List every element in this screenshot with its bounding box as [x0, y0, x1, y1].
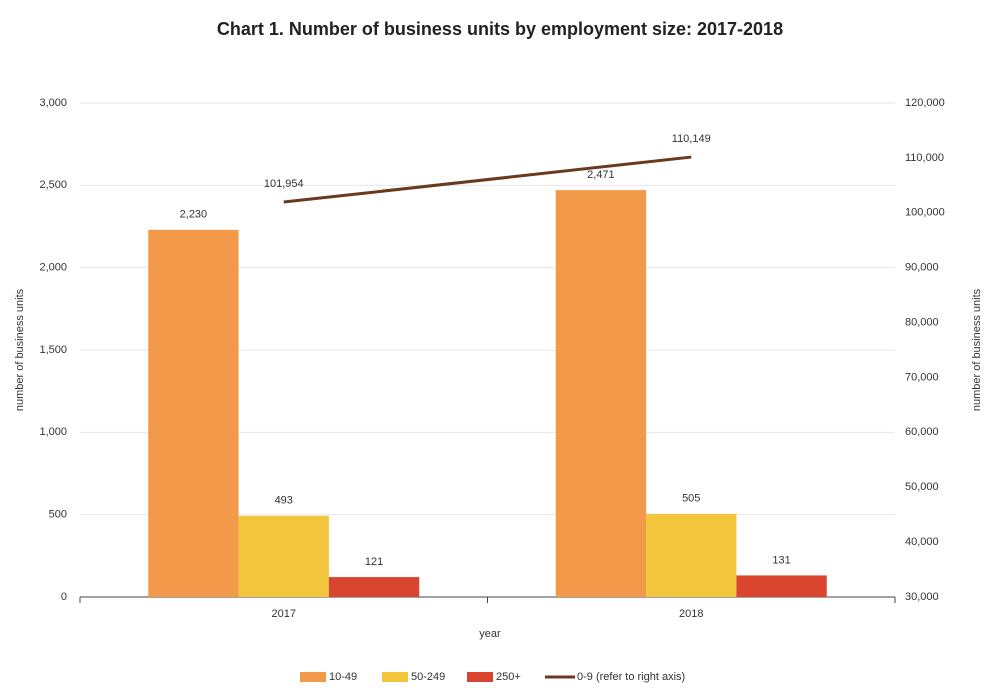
bar	[736, 575, 827, 597]
y-tick-label: 1,500	[39, 344, 67, 356]
chart-title: Chart 1. Number of business units by emp…	[217, 19, 783, 39]
bar	[238, 515, 329, 597]
y2-tick-label: 40,000	[905, 536, 939, 548]
y-tick-label: 2,500	[39, 179, 67, 191]
y2-axis-title: number of business units	[971, 288, 983, 411]
y-tick-label: 1,000	[39, 426, 67, 438]
y-tick-label: 2,000	[39, 262, 67, 274]
y2-tick-label: 60,000	[905, 426, 939, 438]
x-tick-label: 2017	[272, 608, 296, 620]
y2-tick-label: 100,000	[905, 207, 945, 219]
bar	[148, 229, 239, 597]
legend-swatch	[300, 672, 326, 682]
data-label: 110,149	[672, 133, 711, 145]
legend-label: 50-249	[411, 671, 445, 683]
legend-label: 0-9 (refer to right axis)	[577, 671, 685, 683]
y2-tick-label: 120,000	[905, 97, 945, 109]
x-axis-title: year	[479, 628, 501, 640]
y-tick-label: 500	[49, 509, 67, 521]
line	[283, 155, 692, 204]
data-label: 121	[365, 556, 383, 568]
legend-label: 250+	[496, 671, 521, 683]
bar	[555, 190, 647, 597]
data-label: 2,230	[180, 209, 208, 221]
y2-tick-label: 50,000	[905, 481, 939, 493]
y2-tick-label: 90,000	[905, 262, 939, 274]
legend-swatch	[467, 672, 493, 682]
y-tick-label: 0	[61, 591, 67, 603]
y2-tick-label: 80,000	[905, 316, 939, 328]
legend-swatch	[382, 672, 408, 682]
bar	[328, 577, 420, 597]
y-axis-title: number of business units	[14, 288, 26, 411]
data-label: 493	[275, 495, 293, 507]
y-tick-label: 3,000	[39, 97, 67, 109]
data-label: 131	[772, 554, 790, 566]
x-tick-label: 2018	[679, 608, 703, 620]
bar	[646, 513, 737, 597]
y2-tick-label: 110,000	[905, 152, 944, 164]
y2-tick-label: 30,000	[905, 591, 939, 603]
data-label: 101,954	[264, 178, 304, 190]
y2-tick-label: 70,000	[905, 371, 939, 383]
legend-label: 10-49	[329, 671, 357, 683]
data-label: 2,471	[587, 169, 615, 181]
data-label: 505	[682, 493, 700, 505]
